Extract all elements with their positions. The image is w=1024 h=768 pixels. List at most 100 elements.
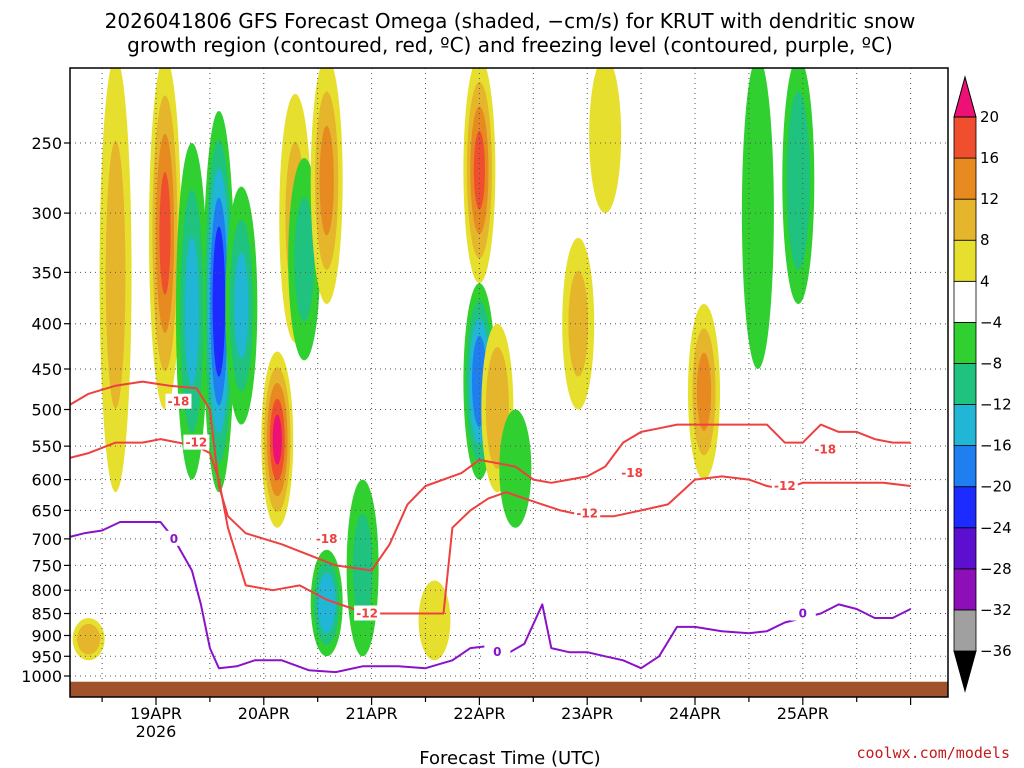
- contour-labels: -18 -18 -18 -18 -12 -12 -12 -12 0 0 0: [160, 393, 839, 660]
- shaded-region: [741, 68, 774, 369]
- contour-label: -12: [356, 607, 378, 621]
- colorbar-label: −20: [980, 478, 1012, 496]
- colorbar-label: −4: [980, 313, 1002, 331]
- colorbar-label: 8: [980, 231, 990, 249]
- shaded-cell: [748, 117, 768, 310]
- shaded-region: [99, 68, 132, 493]
- colorbar-box: [953, 568, 977, 611]
- colorbar-label: −36: [980, 642, 1012, 660]
- y-tick-label: 350: [31, 263, 62, 282]
- colorbar-label: −32: [980, 601, 1012, 619]
- x-tick-label: 24APR: [669, 704, 721, 723]
- shaded-cell: [272, 414, 282, 465]
- shaded-cell: [490, 370, 505, 446]
- colorbar-box: [953, 239, 977, 282]
- shaded-cell: [105, 140, 126, 409]
- contour-label: -18: [621, 466, 643, 480]
- colorbar-box: [953, 445, 977, 488]
- x-tick-label: 20APR: [238, 704, 290, 723]
- x-tick-label: 21APR: [346, 704, 398, 723]
- shaded-cell: [234, 252, 249, 359]
- y-tick-label: 300: [31, 204, 62, 223]
- y-tick-label: 500: [31, 401, 62, 420]
- y-tick-label: 1000: [21, 667, 62, 686]
- y-axis-ticks: 250 300 350 400 450 500 550 600 650 700 750 800 850 9…: [21, 134, 70, 686]
- colorbar-box: [953, 280, 977, 323]
- colorbar-label: −12: [980, 396, 1012, 414]
- shaded-cell: [321, 584, 333, 622]
- contour-label-bg: [771, 477, 798, 493]
- colorbar-label: 12: [980, 190, 999, 208]
- shaded-cell: [319, 125, 334, 236]
- contour-label-bg: [574, 505, 601, 521]
- colorbar-box: [953, 321, 977, 364]
- colorbar-box: [953, 363, 977, 405]
- y-tick-label: 550: [31, 437, 62, 456]
- shaded-cell: [159, 172, 171, 295]
- x-tick-sublabel: 2026: [136, 722, 177, 741]
- shaded-cell: [81, 629, 96, 649]
- contour-label: -12: [576, 506, 598, 520]
- colorbar-box: [953, 486, 977, 529]
- shaded-cell: [568, 270, 589, 377]
- contour-label-bg: [354, 605, 381, 621]
- shaded-cell: [294, 196, 315, 322]
- colorbar-label: −16: [980, 437, 1012, 455]
- shaded-region: [310, 549, 343, 657]
- y-tick-label: 600: [31, 471, 62, 490]
- colorbar-label: 20: [980, 108, 999, 126]
- colorbar-label: 4: [980, 272, 990, 290]
- x-tick-label: 19APR: [130, 704, 182, 723]
- contour-label-bg: [160, 530, 187, 546]
- shaded-cell: [696, 352, 712, 431]
- x-tick-label: 22APR: [453, 704, 505, 723]
- contour-label-bg: [619, 465, 646, 481]
- credit-text: coolwx.com/models: [856, 744, 1010, 762]
- x-tick-label: 23APR: [561, 704, 613, 723]
- shaded-cell: [184, 236, 200, 387]
- shaded-cell: [791, 125, 806, 236]
- plot-frame: [69, 67, 949, 698]
- shaded-cell: [352, 513, 373, 623]
- y-tick-label: 250: [31, 134, 62, 153]
- colorbar: −36 −32 −28 −24 −20 −16 −12 −8 −4 4 8 12 16 20: [953, 75, 1012, 693]
- shaded-region: [72, 618, 105, 661]
- shaded-cell: [214, 255, 223, 348]
- shaded-region: [589, 68, 622, 214]
- contour-label-bg: [789, 605, 816, 621]
- contour-label-bg: [484, 644, 511, 660]
- shaded-region: [463, 68, 496, 284]
- colorbar-box: [953, 609, 977, 652]
- shaded-region: [148, 68, 181, 410]
- y-tick-label: 950: [31, 647, 62, 666]
- contour-label: 0: [493, 645, 501, 659]
- colorbar-box: [953, 157, 977, 200]
- y-tick-label: 750: [31, 556, 62, 575]
- contour-label-bg: [165, 393, 192, 409]
- chart-title-line-2: growth region (contoured, red, ºC) and f…: [127, 33, 893, 57]
- contour-label: 0: [799, 607, 807, 621]
- shaded-cell: [505, 432, 526, 505]
- y-tick-label: 700: [31, 530, 62, 549]
- terrain-ground: [70, 681, 948, 697]
- omega-shading: [72, 68, 815, 661]
- shaded-cell: [424, 595, 445, 645]
- colorbar-label: −28: [980, 560, 1012, 578]
- shaded-region: [261, 351, 294, 528]
- contour-label: -18: [316, 532, 338, 546]
- contour-label-bg: [313, 530, 340, 546]
- y-tick-label: 900: [31, 626, 62, 645]
- contour-label: 0: [170, 532, 178, 546]
- colorbar-box: [953, 116, 977, 159]
- shaded-region: [310, 68, 343, 304]
- shaded-region: [225, 186, 258, 425]
- contour-label: -18: [168, 395, 190, 409]
- contour-label: -12: [774, 479, 796, 493]
- colorbar-min-arrow: [953, 650, 977, 693]
- colorbar-box: [953, 198, 977, 241]
- contour-label: -18: [814, 443, 836, 457]
- colorbar-label: 16: [980, 149, 999, 167]
- chart-title-line-1: 2026041806 GFS Forecast Omega (shaded, −…: [105, 9, 916, 33]
- shaded-cell: [595, 87, 616, 184]
